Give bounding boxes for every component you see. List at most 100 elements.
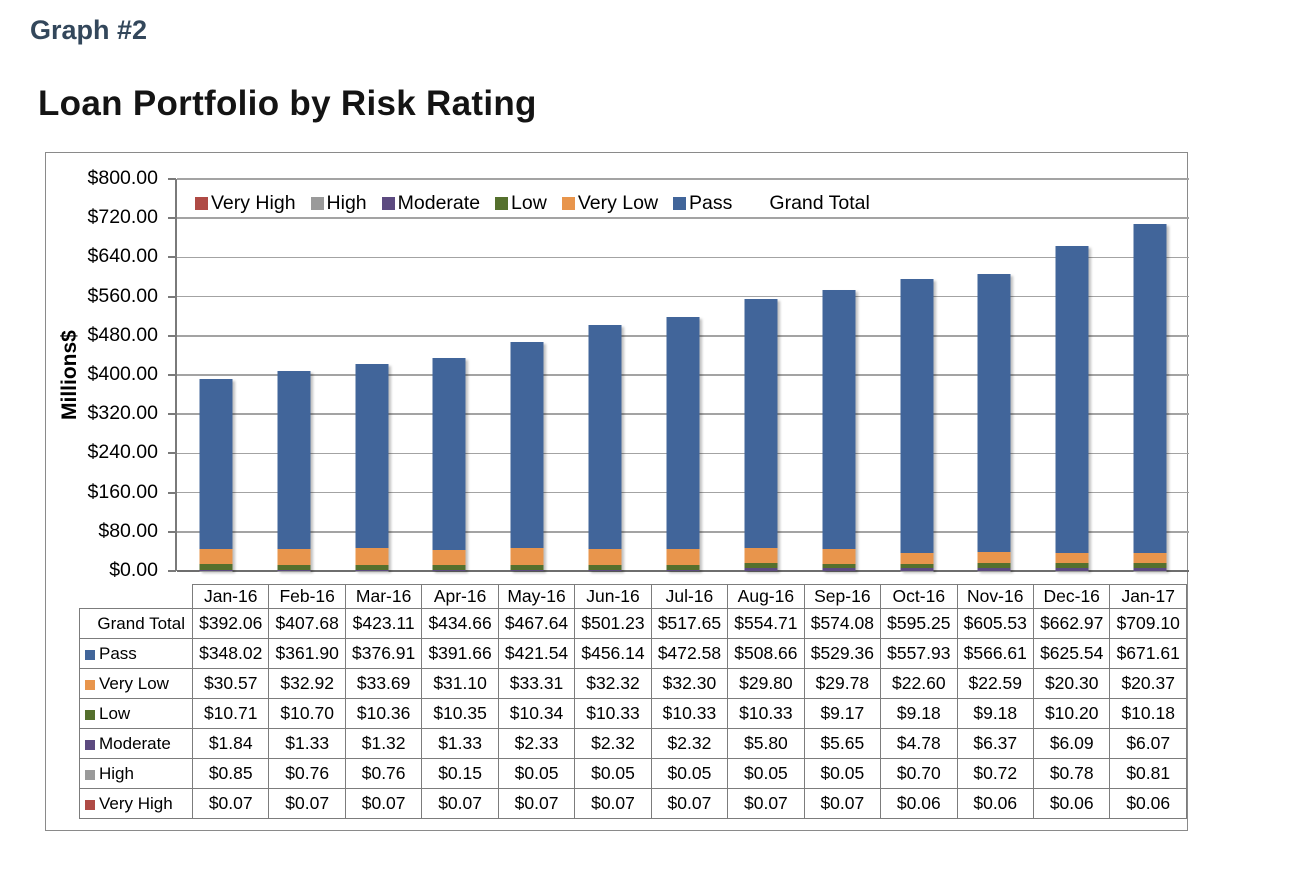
bar-segment-pass [977, 274, 1011, 552]
table-cell: $709.10 [1109, 608, 1187, 639]
bar-segment-low [977, 563, 1011, 568]
y-axis-tick-mark [168, 491, 176, 494]
table-cell: $0.07 [191, 788, 270, 819]
table-cell: $0.06 [880, 788, 958, 819]
table-cell: $557.93 [880, 638, 958, 669]
bar-segment-pass [666, 317, 700, 549]
table-row-pass: Pass $348.02 $361.90 $376.91 $391.66 $421.54 $… [79, 638, 1187, 669]
table-cell: $662.97 [1032, 608, 1111, 639]
y-tick-label: $480.00 [87, 323, 159, 346]
bar-segment-very-low [822, 549, 856, 564]
legend-label: Moderate [397, 192, 481, 214]
bar-segment-pass [1133, 223, 1167, 553]
bar-series-area [177, 179, 1189, 571]
table-cell: $472.58 [650, 638, 729, 669]
y-axis-tick-mark [168, 374, 176, 376]
stacked-bar [900, 279, 934, 571]
moderate-legend-swatch-icon [381, 197, 395, 210]
stacked-bar [355, 363, 389, 571]
table-cell: $0.76 [268, 758, 346, 789]
row-label-grand-total: Grand Total [79, 608, 193, 639]
bar-segment-very-low [1055, 552, 1089, 563]
low-table-swatch-icon [85, 709, 95, 720]
y-tick-label: $240.00 [87, 441, 159, 464]
bar-segment-moderate [1055, 567, 1089, 571]
table-cell: $1.33 [421, 728, 499, 759]
table-col-header: May-16 [497, 584, 576, 609]
bar-column-dec-16 [1033, 179, 1111, 571]
row-label-very-high: Very High [79, 788, 193, 819]
table-cell: $0.07 [344, 788, 423, 819]
bar-segment-moderate [977, 567, 1011, 571]
bar-segment-pass [277, 371, 311, 549]
table-cell: $30.57 [191, 668, 270, 699]
table-cell: $20.37 [1109, 668, 1187, 699]
table-cell: $0.07 [268, 788, 346, 819]
very-high-legend-swatch-icon [195, 197, 208, 210]
y-axis-tick-labels: $0.00 $80.00 $160.00 $240.00 $320.00 $400.00 $… [46, 167, 164, 581]
y-axis-tick-mark [168, 295, 176, 298]
row-label-low: Low [79, 698, 193, 729]
table-cell: $595.25 [880, 608, 958, 639]
bar-column-jun-16 [566, 179, 644, 571]
y-axis-tick-mark [168, 452, 176, 455]
legend-label: Low [511, 192, 547, 214]
table-col-header: Mar-16 [344, 584, 423, 609]
gridline [177, 178, 1189, 180]
table-cell: $9.18 [956, 698, 1034, 729]
bar-column-oct-16 [878, 179, 956, 571]
very-high-table-swatch-icon [85, 799, 95, 810]
table-cell: $6.07 [1109, 728, 1187, 759]
table-cell: $31.10 [421, 668, 499, 699]
table-col-header: Jan-16 [191, 584, 270, 609]
table-cell: $1.33 [268, 728, 346, 759]
bar-column-aug-16 [722, 179, 800, 571]
low-legend-swatch-icon [495, 197, 509, 210]
table-cell: $421.54 [497, 638, 576, 669]
table-cell: $0.07 [574, 788, 652, 819]
chart-title: Loan Portfolio by Risk Rating [38, 84, 537, 123]
chart-frame: Millions$ $0.00 $80.00 $160.00 $240.00 $320.… [45, 152, 1189, 831]
table-cell: $10.71 [191, 698, 270, 729]
bar-segment-moderate [822, 568, 856, 571]
bar-segment-pass [510, 341, 544, 549]
bar-column-mar-16 [333, 179, 411, 571]
bar-segment-very-low [510, 548, 544, 565]
bar-segment-very-low [666, 548, 700, 565]
table-row-very-low: Very Low $30.57 $32.92 $33.69 $31.10 $33.31 $3… [79, 668, 1187, 699]
bar-segment-moderate [510, 569, 544, 571]
legend-label: Very High [211, 192, 296, 214]
table-col-header: Jun-16 [574, 584, 652, 609]
y-axis-tick-mark [168, 256, 176, 259]
table-cell: $348.02 [191, 638, 270, 669]
stacked-bar [588, 325, 622, 571]
table-cell: $0.70 [880, 758, 958, 789]
y-tick-label: $720.00 [87, 206, 159, 229]
bar-segment-low [277, 564, 311, 570]
table-cell: $605.53 [956, 608, 1034, 639]
y-tick-label: $400.00 [87, 363, 159, 385]
bar-segment-pass [588, 325, 622, 549]
bar-segment-very-low [277, 548, 311, 565]
bar-segment-moderate [1133, 567, 1167, 571]
legend-item-grand-total: Grand Total [769, 192, 869, 215]
table-col-header: Sep-16 [803, 584, 882, 609]
y-axis-tick-mark [168, 217, 176, 220]
bar-segment-very-low [744, 548, 778, 564]
row-label-moderate: Moderate [79, 728, 193, 759]
table-cell: $22.60 [880, 668, 958, 699]
bar-segment-moderate [666, 569, 700, 571]
table-cell: $501.23 [574, 608, 652, 639]
table-row-high: High $0.85 $0.76 $0.76 $0.15 $0.05 $0.05 $0.05 $… [79, 758, 1187, 789]
table-col-header: Jan-17 [1109, 584, 1187, 609]
high-legend-swatch-icon [310, 197, 324, 210]
table-cell: $0.07 [497, 788, 576, 819]
table-cell: $10.70 [268, 698, 346, 729]
gridline [177, 256, 1189, 259]
data-table: Jan-16 Feb-16 Mar-16 Apr-16 May-16 Jun-16 Jul-… [79, 584, 1187, 819]
bar-segment-low [432, 565, 466, 571]
bar-column-may-16 [488, 179, 566, 571]
table-cell: $10.33 [727, 698, 805, 729]
table-cell: $32.30 [650, 668, 729, 699]
table-cell: $20.30 [1032, 668, 1111, 699]
